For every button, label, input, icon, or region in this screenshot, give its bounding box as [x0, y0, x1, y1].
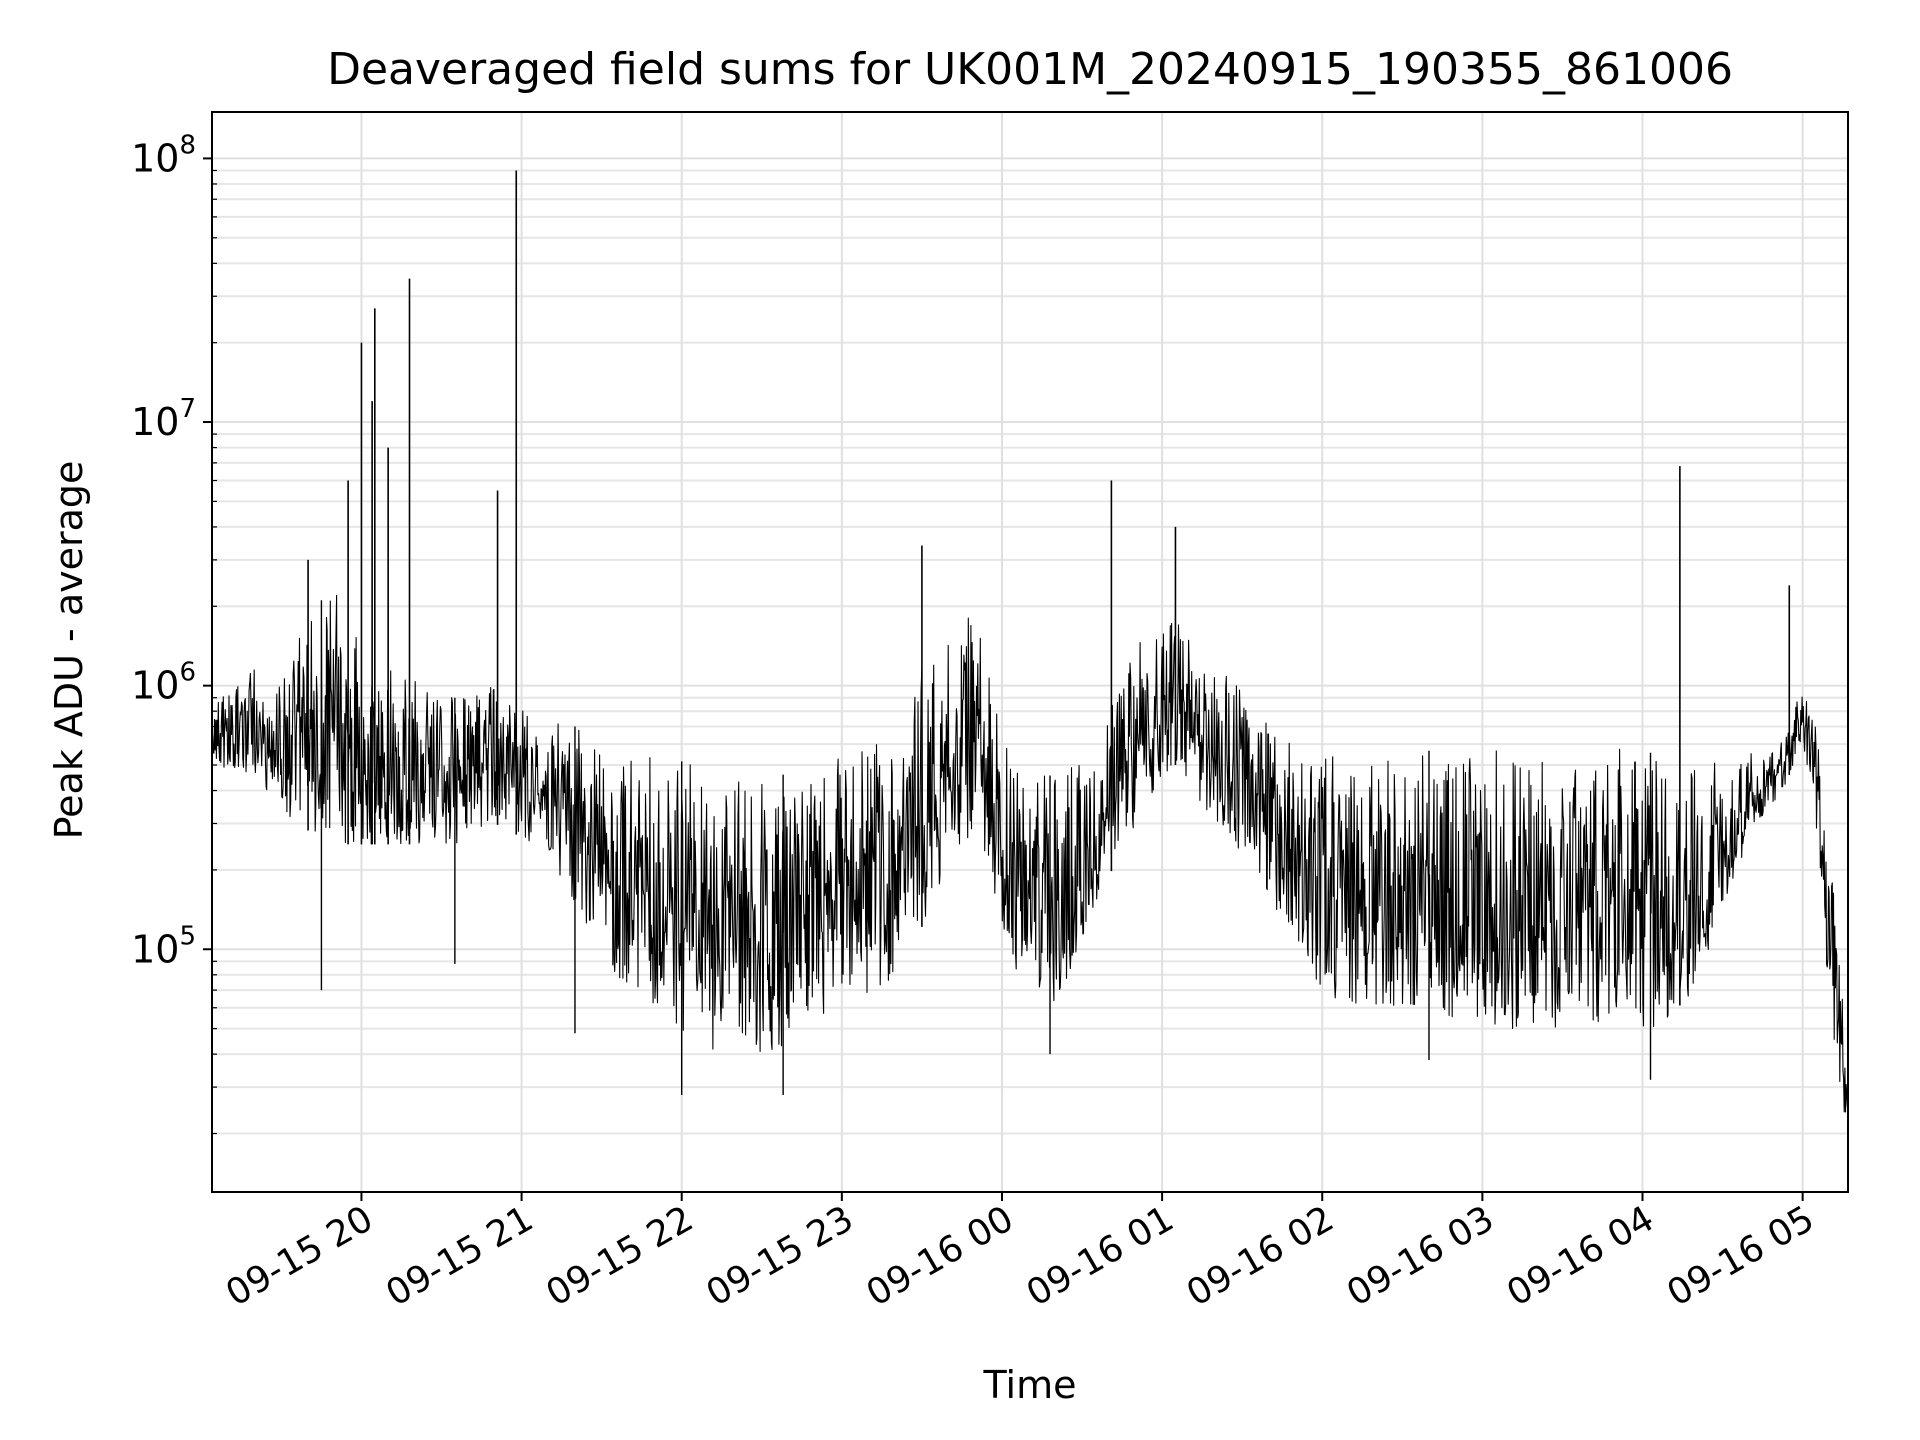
x-axis-label: Time [983, 1363, 1077, 1407]
y-tick-label: 106 [131, 658, 196, 708]
y-tick-exponent: 5 [179, 921, 196, 951]
plot-data-group [212, 170, 1848, 1113]
chart-title: Deaveraged field sums for UK001M_2024091… [327, 44, 1733, 95]
y-tick-exponent: 7 [179, 394, 196, 424]
y-axis-label: Peak ADU - average [47, 460, 91, 840]
series-line [212, 594, 1848, 1113]
y-tick-exponent: 6 [179, 658, 196, 688]
y-tick-exponent: 8 [179, 130, 196, 160]
series-peak-adu [212, 170, 1848, 1113]
major-gridlines [212, 112, 1848, 1192]
y-tick-label: 108 [131, 130, 196, 180]
plot-frame [211, 111, 1849, 1193]
